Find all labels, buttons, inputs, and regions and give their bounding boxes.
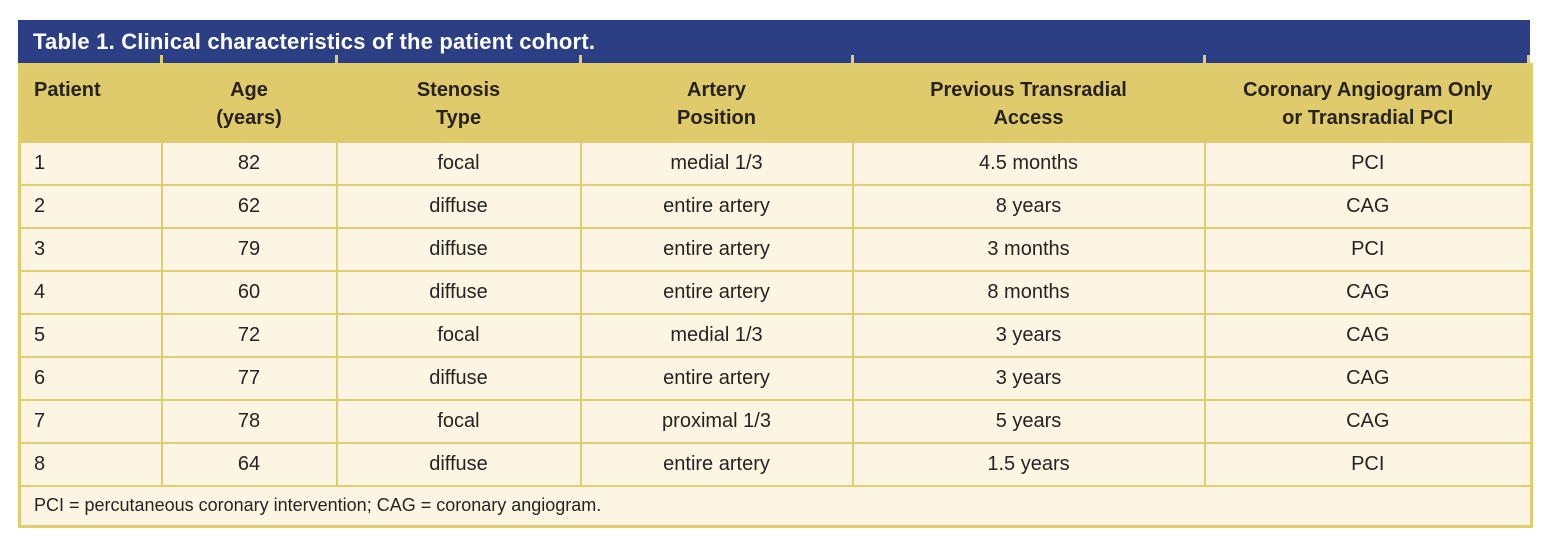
cell-age: 60	[160, 270, 338, 315]
cell-age: 78	[160, 399, 338, 444]
col-header-procedure: Coronary Angiogram Only or Transradial P…	[1203, 63, 1533, 143]
cell-stenosis-type: focal	[335, 399, 582, 444]
footnote-row: PCI = percutaneous coronary intervention…	[18, 485, 1533, 527]
cell-age: 62	[160, 184, 338, 229]
table-row: 3 79 diffuse entire artery 3 months PCI	[18, 227, 1533, 272]
cell-previous-access: 1.5 years	[851, 442, 1206, 487]
header-label-line2: Access	[993, 107, 1064, 129]
cell-procedure: PCI	[1203, 227, 1533, 272]
cell-patient: 2	[18, 184, 163, 229]
cell-patient: 4	[18, 270, 163, 315]
column-divider-tick	[579, 55, 582, 63]
header-label-line2: Type	[435, 107, 482, 129]
cell-previous-access: 3 months	[851, 227, 1206, 272]
header-row: Patient Age (years) Stenosis Type Artery…	[18, 63, 1533, 143]
cell-previous-access: 8 years	[851, 184, 1206, 229]
table-row: 5 72 focal medial 1/3 3 years CAG	[18, 313, 1533, 358]
header-label: Age	[230, 79, 268, 101]
column-divider-tick	[160, 55, 163, 63]
cell-artery-position: entire artery	[579, 356, 854, 401]
col-header-stenosis-type: Stenosis Type	[335, 63, 582, 143]
header-label-line2: Position	[677, 107, 756, 129]
cell-patient: 1	[18, 141, 163, 186]
cell-procedure: CAG	[1203, 399, 1533, 444]
cell-procedure: PCI	[1203, 442, 1533, 487]
cell-patient: 8	[18, 442, 163, 487]
cell-procedure: CAG	[1203, 313, 1533, 358]
cell-patient: 6	[18, 356, 163, 401]
cell-age: 79	[160, 227, 338, 272]
cell-procedure: PCI	[1203, 141, 1533, 186]
cell-patient: 5	[18, 313, 163, 358]
cell-artery-position: entire artery	[579, 442, 854, 487]
cell-previous-access: 8 months	[851, 270, 1206, 315]
cell-artery-position: medial 1/3	[579, 313, 854, 358]
cell-artery-position: entire artery	[579, 270, 854, 315]
cell-artery-position: proximal 1/3	[579, 399, 854, 444]
table-footnote: PCI = percutaneous coronary intervention…	[18, 485, 1533, 527]
cell-artery-position: entire artery	[579, 227, 854, 272]
header-label: Coronary Angiogram Only	[1243, 79, 1493, 101]
cell-patient: 3	[18, 227, 163, 272]
cell-stenosis-type: focal	[335, 141, 582, 186]
cell-procedure: CAG	[1203, 270, 1533, 315]
column-divider-tick	[1203, 55, 1206, 63]
cell-previous-access: 4.5 months	[851, 141, 1206, 186]
cell-stenosis-type: diffuse	[335, 442, 582, 487]
cell-stenosis-type: diffuse	[335, 270, 582, 315]
cell-procedure: CAG	[1203, 184, 1533, 229]
cell-previous-access: 5 years	[851, 399, 1206, 444]
cell-stenosis-type: diffuse	[335, 184, 582, 229]
cell-previous-access: 3 years	[851, 313, 1206, 358]
cell-procedure: CAG	[1203, 356, 1533, 401]
patient-cohort-table: Patient Age (years) Stenosis Type Artery…	[18, 63, 1533, 528]
table-row: 2 62 diffuse entire artery 8 years CAG	[18, 184, 1533, 229]
header-label: Previous Transradial	[930, 79, 1127, 101]
table-row: 7 78 focal proximal 1/3 5 years CAG	[18, 399, 1533, 444]
cell-patient: 7	[18, 399, 163, 444]
cell-stenosis-type: focal	[335, 313, 582, 358]
cell-artery-position: entire artery	[579, 184, 854, 229]
table-row: 4 60 diffuse entire artery 8 months CAG	[18, 270, 1533, 315]
col-header-patient: Patient	[18, 63, 163, 143]
cell-stenosis-type: diffuse	[335, 227, 582, 272]
table-row: 1 82 focal medial 1/3 4.5 months PCI	[18, 141, 1533, 186]
col-header-age: Age (years)	[160, 63, 338, 143]
header-label: Stenosis	[416, 79, 501, 101]
cell-age: 82	[160, 141, 338, 186]
header-label-line2: (years)	[216, 107, 282, 129]
cell-previous-access: 3 years	[851, 356, 1206, 401]
table-1-figure: Table 1. Clinical characteristics of the…	[18, 20, 1533, 528]
col-header-previous-access: Previous Transradial Access	[851, 63, 1206, 143]
table-row: 8 64 diffuse entire artery 1.5 years PCI	[18, 442, 1533, 487]
cell-age: 64	[160, 442, 338, 487]
column-divider-tick	[1527, 55, 1530, 63]
cell-stenosis-type: diffuse	[335, 356, 582, 401]
header-label-line2: or Transradial PCI	[1282, 107, 1454, 129]
cell-age: 72	[160, 313, 338, 358]
column-divider-tick	[851, 55, 854, 63]
header-label: Artery	[687, 79, 746, 101]
cell-artery-position: medial 1/3	[579, 141, 854, 186]
header-label: Patient	[34, 79, 101, 101]
column-divider-tick	[335, 55, 338, 63]
col-header-artery-position: Artery Position	[579, 63, 854, 143]
table-title: Table 1. Clinical characteristics of the…	[33, 28, 596, 54]
table-row: 6 77 diffuse entire artery 3 years CAG	[18, 356, 1533, 401]
cell-age: 77	[160, 356, 338, 401]
table-title-bar: Table 1. Clinical characteristics of the…	[18, 20, 1530, 63]
